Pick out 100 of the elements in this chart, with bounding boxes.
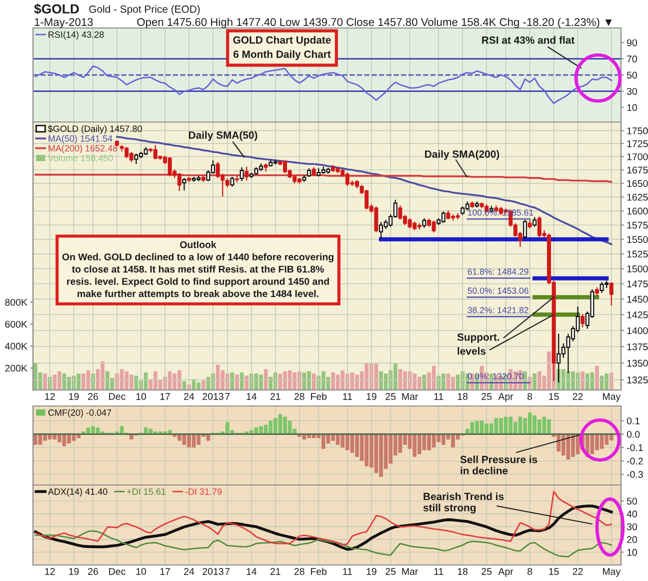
y-tick-label: -0.3 <box>626 471 643 478</box>
x-tick-label: Feb <box>311 392 327 400</box>
x-tick-label: 26 <box>88 568 98 575</box>
annotation: 38.2%: 1421.82 <box>468 307 528 314</box>
y2-tick-label: 800K <box>5 298 28 306</box>
legend-label: MA(200) 1652.48 <box>48 144 118 154</box>
y-tick-label: 10 <box>627 104 637 112</box>
y-tick-label: -0.1 <box>626 444 643 452</box>
y-tick-label: 1575 <box>627 222 648 229</box>
annotation: 50.0%: 1453.06 <box>468 288 528 294</box>
x-tick-label: 11 <box>343 393 352 400</box>
annotation: Daily SMA(50) <box>188 131 258 141</box>
y-tick-label: 90 <box>627 39 637 46</box>
y-tick-label: 1675 <box>627 166 648 174</box>
y2-tick-label: 200K <box>5 364 28 372</box>
annotation: Open 1475.60 High 1477.40 Low 1439.70 Close 1457.80 Volume 158.4K Chg -18.20 (-1.23%) ▼ <box>137 18 612 28</box>
x-tick-label: 8 <box>528 568 532 575</box>
y-tick-label: 1525 <box>627 250 648 258</box>
x-tick-label: 15 <box>549 568 559 575</box>
y-tick-label: 1400 <box>627 327 648 334</box>
y-tick-label: 1500 <box>627 265 648 272</box>
annotation: RSI at 43% and flat <box>482 36 574 44</box>
annotation: Outlook On Wed. GOLD declined to a low of 1440 before recovering to close at 1458. It has met stiff Resis. at the FIB 61.8% resis. level. Expect Gold to find support around 1450 and make further attempts to break above the 1484 level. <box>62 240 334 300</box>
y2-tick-label: 400K <box>4 342 28 350</box>
x-tick-label: 25 <box>386 568 396 575</box>
y-tick-label: 0.0 <box>626 430 640 438</box>
x-tick-label: 19 <box>366 393 376 400</box>
x-tick-label: Mar <box>402 393 418 400</box>
x-tick-label: 22 <box>572 568 583 575</box>
y-tick-label: 50 <box>626 72 637 79</box>
legend-label: Volume 158,450 <box>48 154 113 162</box>
x-tick-label: 19 <box>366 568 376 575</box>
x-tick-label: 28 <box>294 393 304 400</box>
chart-subtitle: Gold - Spot Price (EOD) <box>89 5 200 15</box>
x-tick-label: 17 <box>160 568 170 575</box>
annotation: Support. <box>457 333 500 343</box>
x-tick-label: May <box>603 393 621 402</box>
chart-title: $GOLD <box>34 4 79 14</box>
x-tick-label: 18 <box>458 568 468 575</box>
y-tick-label: 1325 <box>627 376 648 384</box>
y-tick-label: 20 <box>627 536 637 544</box>
y-tick-label: 1425 <box>627 311 648 318</box>
x-tick-label: 15 <box>549 393 559 400</box>
x-tick-label: 22 <box>572 393 583 400</box>
x-tick-label: 10 <box>136 568 146 575</box>
y-tick-label: 1475 <box>627 280 648 288</box>
annotation: 0.0%: 1320.70 <box>468 373 524 380</box>
y-tick-label: 0.1 <box>626 417 640 424</box>
x-tick-label: 11 <box>343 568 352 575</box>
x-tick-label: 2013 <box>202 568 224 575</box>
y-tick-label: 1350 <box>627 360 648 367</box>
x-tick-label: 21 <box>270 393 280 400</box>
legend-label: +DI 15.61 <box>127 488 166 495</box>
x-tick-label: Feb <box>311 568 327 575</box>
legend-label: MA(50) 1541.54 <box>48 135 112 144</box>
y-tick-label: 1650 <box>627 180 648 187</box>
annotation: 1-May-2013 <box>34 18 93 28</box>
x-tick-label: 28 <box>294 568 304 575</box>
x-tick-label: 24 <box>184 393 194 400</box>
y-tick-label: 1725 <box>627 140 648 148</box>
x-tick-label: 25 <box>482 568 492 575</box>
x-tick-label: 25 <box>386 393 396 400</box>
y-tick-label: 10 <box>627 548 637 556</box>
annotation: GOLD Chart Update 6 Month Daily Chart <box>233 36 331 60</box>
x-tick-label: 19 <box>69 568 79 575</box>
y-tick-label: 1600 <box>627 208 648 215</box>
x-tick-label: 12 <box>45 393 55 400</box>
x-tick-label: 12 <box>45 568 55 575</box>
annotation: 61.8%: 1484.29 <box>468 268 528 275</box>
x-tick-label: 26 <box>88 393 98 400</box>
y-tick-label: 40 <box>626 510 637 518</box>
y-tick-label: 1375 <box>627 343 648 350</box>
x-tick-label: Dec <box>109 393 126 400</box>
legend-label: -DI 31.79 <box>185 488 222 495</box>
x-tick-label: 14 <box>246 393 257 400</box>
x-tick-label: 24 <box>184 568 194 575</box>
x-tick-label: 21 <box>270 568 280 575</box>
y-tick-label: -0.2 <box>626 458 643 465</box>
legend-label: CMF(20) -0.047 <box>48 409 112 418</box>
annotation: Bearish Trend is still strong <box>423 492 504 514</box>
annotation: Daily SMA(200) <box>425 150 500 160</box>
y-tick-label: 1450 <box>627 296 648 303</box>
x-tick-label: Mar <box>402 568 418 575</box>
y-tick-label: 1750 <box>627 127 648 134</box>
x-tick-label: 19 <box>69 393 79 400</box>
legend-label: ADX(14) 41.40 <box>48 488 108 497</box>
x-tick-label: 2013 <box>202 393 224 400</box>
y-tick-label: 1550 <box>627 236 648 243</box>
y-tick-label: 70 <box>627 56 637 62</box>
x-tick-label: 14 <box>246 568 257 575</box>
x-tick-label: 7 <box>225 568 230 575</box>
y-tick-label: 1700 <box>627 153 648 160</box>
y-tick-label: 1625 <box>627 194 648 201</box>
annotation: Sell Pressure is in decline <box>460 456 538 474</box>
x-tick-label: 11 <box>434 568 444 575</box>
x-tick-label: 18 <box>458 393 468 400</box>
y2-tick-label: 600K <box>5 320 28 328</box>
x-tick-label: 8 <box>528 393 532 400</box>
legend-label: $GOLD (Daily) 1457.80 <box>48 125 142 134</box>
x-tick-label: 10 <box>136 393 146 400</box>
